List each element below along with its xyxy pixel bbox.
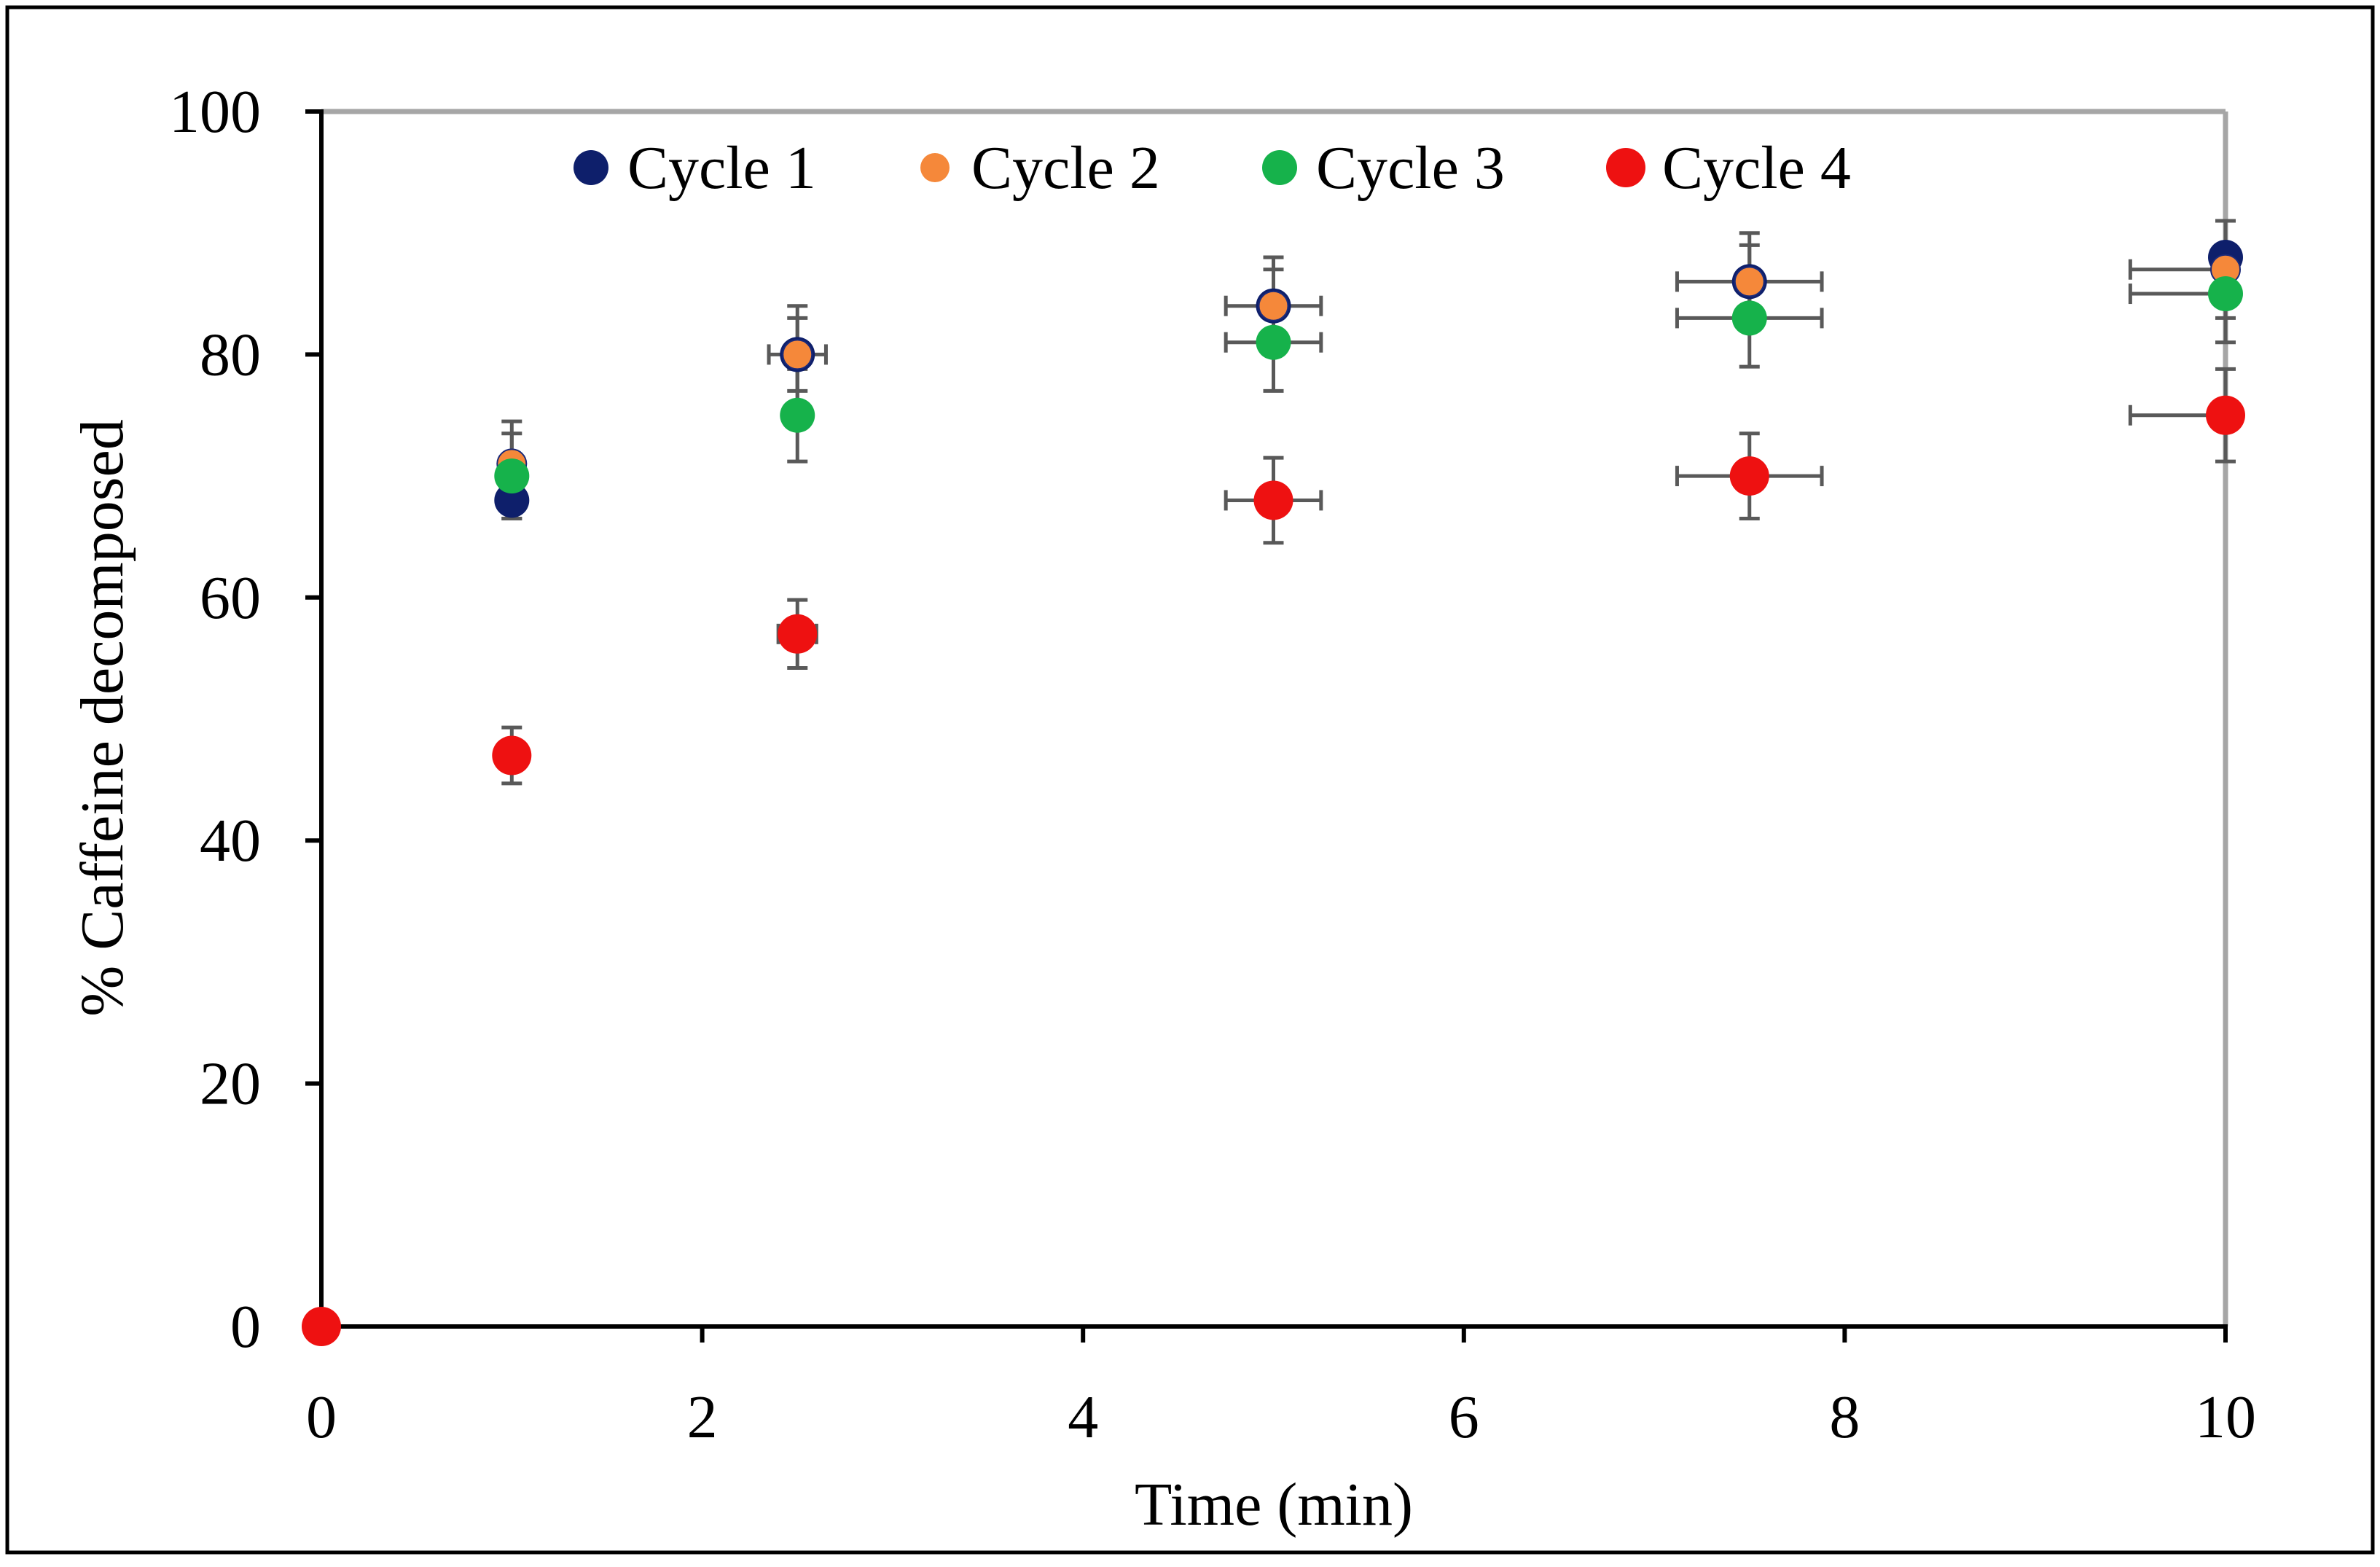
legend-label-cycle-4: Cycle 4 xyxy=(1662,134,1851,202)
point-cycle-2 xyxy=(1258,290,1289,321)
x-axis-label: Time (min) xyxy=(1135,1471,1413,1539)
legend-label-cycle-2: Cycle 2 xyxy=(971,134,1160,202)
legend-marker-cycle-4 xyxy=(1606,148,1645,187)
point-cycle-3 xyxy=(780,397,815,433)
x-tick-label: 8 xyxy=(1829,1383,1860,1451)
y-tick-label: 60 xyxy=(200,564,261,632)
point-cycle-2 xyxy=(1734,266,1765,297)
point-cycle-4 xyxy=(778,614,818,654)
markers xyxy=(302,240,2245,1346)
x-tick-label: 6 xyxy=(1449,1383,1479,1451)
legend: Cycle 1 Cycle 2 Cycle 3 Cycle 4 xyxy=(574,134,1851,202)
point-cycle-2 xyxy=(782,339,813,370)
x-tick-label: 0 xyxy=(306,1383,337,1451)
x-tick-label: 2 xyxy=(687,1383,718,1451)
legend-label-cycle-3: Cycle 3 xyxy=(1316,134,1505,202)
y-tick-label: 40 xyxy=(200,807,261,875)
y-tick-label: 80 xyxy=(200,321,261,388)
x-tick-label: 4 xyxy=(1068,1383,1098,1451)
point-cycle-4 xyxy=(1253,480,1293,520)
legend-marker-cycle-3 xyxy=(1262,150,1297,185)
y-tick-label: 20 xyxy=(200,1050,261,1118)
x-tick-labels: 0 2 4 6 8 10 xyxy=(306,1383,2256,1451)
y-axis-label: % Caffeine decomposed xyxy=(68,419,136,1017)
point-cycle-3 xyxy=(1256,324,1291,360)
point-cycle-4 xyxy=(2206,395,2245,435)
y-tick-label: 0 xyxy=(230,1293,261,1361)
point-cycle-4 xyxy=(302,1307,341,1346)
point-cycle-4 xyxy=(1729,456,1769,496)
y-tick-labels: 0 20 40 60 80 100 xyxy=(169,78,261,1361)
point-cycle-3 xyxy=(1731,300,1767,336)
legend-marker-cycle-1 xyxy=(574,150,608,185)
x-tick-label: 10 xyxy=(2195,1383,2256,1451)
y-tick-label: 100 xyxy=(169,78,261,146)
legend-marker-cycle-2 xyxy=(920,153,950,182)
point-cycle-4 xyxy=(492,735,532,775)
figure-frame xyxy=(5,5,2375,1555)
point-cycle-3 xyxy=(2208,276,2243,312)
legend-label-cycle-1: Cycle 1 xyxy=(627,134,816,202)
point-cycle-1 xyxy=(494,482,530,518)
point-cycle-3 xyxy=(494,458,530,494)
